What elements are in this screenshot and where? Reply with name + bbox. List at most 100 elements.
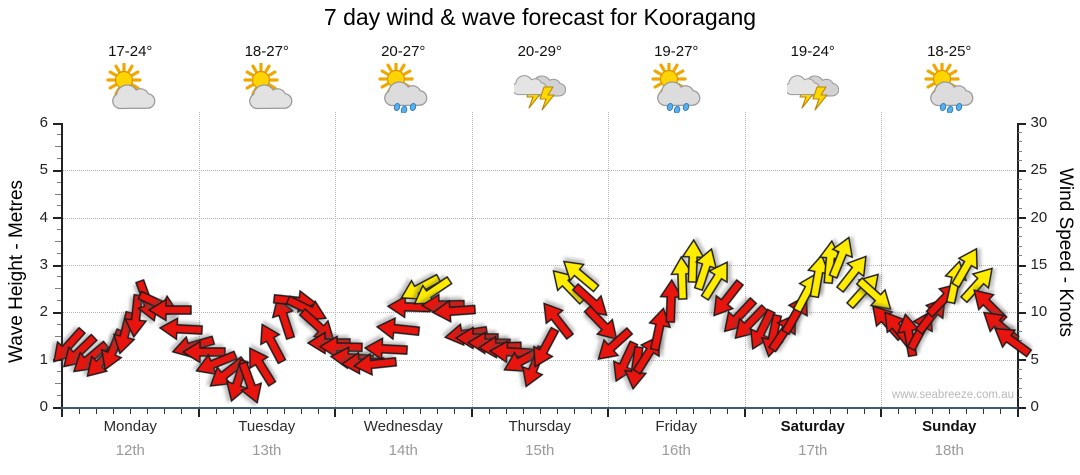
left-axis-tick — [52, 264, 61, 267]
right-axis-tick — [1018, 283, 1022, 285]
right-axis-tick — [1018, 397, 1022, 399]
day-name-label: Tuesday — [238, 418, 296, 435]
x-axis-major-tick — [197, 409, 200, 417]
sun-cloud-icon — [104, 62, 156, 113]
wind-arrow — [238, 340, 284, 393]
x-axis-minor-tick — [659, 409, 661, 414]
right-axis-tick-label: 15 — [1030, 256, 1048, 273]
sun-cloud-rain-icon — [377, 61, 429, 114]
day-date-label: 18th — [934, 442, 964, 459]
left-axis-tick — [52, 311, 61, 314]
wind-arrow — [189, 342, 241, 383]
right-axis-tick — [1018, 207, 1022, 209]
left-axis-tick — [54, 288, 61, 290]
x-axis-minor-tick — [130, 409, 132, 414]
x-axis-minor-tick — [642, 409, 644, 414]
wind-arrow — [986, 317, 1038, 365]
left-axis-tick-label: 3 — [39, 256, 48, 273]
wind-arrow — [363, 335, 410, 363]
x-axis-minor-tick — [693, 409, 695, 414]
right-axis-tick — [1018, 378, 1022, 380]
x-axis-minor-tick — [966, 409, 968, 414]
temp-range-label: 18-27° — [244, 43, 289, 60]
wind-arrow — [577, 298, 628, 349]
temp-range-label: 19-27° — [654, 43, 699, 60]
x-axis-minor-tick — [79, 409, 81, 414]
x-axis-minor-tick — [949, 409, 951, 414]
sun-cloud-rain-icon — [923, 61, 975, 114]
right-axis-tick-label: 20 — [1030, 208, 1048, 226]
x-axis-minor-tick — [352, 409, 354, 414]
x-axis-minor-tick — [386, 409, 388, 414]
wind-arrow — [532, 294, 581, 346]
left-axis-tick — [52, 406, 61, 409]
wind-arrow — [121, 292, 152, 340]
right-axis-tick — [1018, 368, 1022, 370]
left-axis-tick — [54, 335, 61, 337]
x-axis-minor-tick — [454, 409, 456, 414]
temp-range-label: 20-29° — [517, 43, 562, 60]
x-axis-minor-tick — [437, 409, 439, 414]
right-axis-tick — [1018, 406, 1026, 409]
day-date-label: 13th — [252, 442, 282, 459]
x-axis-minor-tick — [215, 409, 217, 414]
right-axis-tick — [1018, 245, 1022, 247]
wind-arrow — [317, 334, 363, 361]
wind-arrow — [488, 338, 535, 366]
x-axis-minor-tick — [846, 409, 848, 414]
x-axis-minor-tick — [266, 409, 268, 414]
chart-title: 7 day wind & wave forecast for Kooragang — [323, 4, 757, 30]
wind-arrow — [351, 349, 399, 380]
right-axis-tick — [1018, 387, 1022, 389]
left-axis-tick — [57, 276, 61, 278]
left-axis-tick — [57, 252, 61, 254]
x-axis-major-tick — [743, 409, 746, 417]
right-axis-tick — [1018, 179, 1022, 181]
wind-arrow — [554, 251, 606, 300]
x-axis-minor-tick — [915, 409, 917, 414]
x-axis-minor-tick — [147, 409, 149, 414]
x-axis-minor-tick — [727, 409, 729, 414]
left-axis-tick — [54, 193, 61, 195]
right-axis-tick — [1018, 340, 1022, 342]
left-axis-tick — [57, 323, 61, 325]
right-axis-tick — [1018, 131, 1022, 133]
right-axis-tick — [1018, 198, 1022, 200]
x-axis-minor-tick — [232, 409, 234, 414]
wind-arrow — [373, 314, 421, 345]
x-axis-minor-tick — [1000, 409, 1002, 414]
wind-arrow — [668, 255, 696, 302]
wind-arrow — [828, 246, 877, 298]
v-gridline — [881, 112, 882, 407]
left-axis-tick-label: 6 — [39, 114, 48, 131]
v-gridline — [198, 112, 200, 407]
right-axis-tick — [1018, 292, 1022, 294]
right-axis-tick — [1018, 302, 1022, 304]
h-gridline — [62, 217, 1018, 219]
right-axis-tick-label: 25 — [1030, 161, 1048, 179]
left-axis-tick — [57, 158, 61, 159]
left-axis-tick — [54, 382, 61, 384]
day-name-label: Friday — [655, 418, 698, 435]
left-axis-tick — [52, 122, 61, 125]
wind-arrow — [693, 254, 739, 307]
left-axis-tick — [57, 205, 61, 207]
x-axis-minor-tick — [96, 409, 98, 414]
x-axis-minor-tick — [556, 409, 558, 414]
x-axis-minor-tick — [676, 409, 678, 414]
x-axis-minor-tick — [420, 409, 422, 414]
x-axis-minor-tick — [795, 409, 797, 414]
left-axis-spine — [60, 123, 63, 407]
left-axis-tick — [52, 169, 61, 172]
day-date-label: 17th — [798, 442, 828, 459]
day-name-label: Saturday — [780, 418, 845, 435]
day-name-label: Wednesday — [363, 418, 443, 435]
right-axis-tick — [1018, 255, 1022, 257]
x-axis-minor-tick — [539, 409, 541, 414]
left-axis-tick — [57, 394, 61, 396]
left-axis-tick — [54, 240, 61, 242]
right-axis-tick — [1018, 188, 1022, 190]
h-gridline — [62, 170, 1018, 172]
left-axis-tick-label: 4 — [39, 208, 48, 226]
x-axis-minor-tick — [181, 409, 183, 414]
